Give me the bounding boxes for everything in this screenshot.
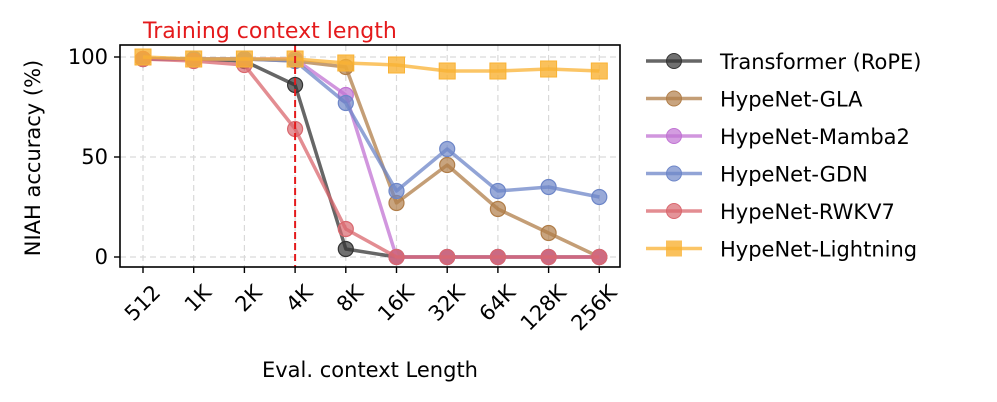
y-tick-label: 0 [95,245,108,269]
data-point [489,248,506,266]
x-tick-label: 8K [332,279,369,316]
data-point [235,50,253,68]
legend-marker [666,165,682,182]
legend: Transformer (RoPE) HypeNet-GLA HypeNet-Mam… [646,50,922,262]
x-tick-label: 2K [231,279,268,316]
data-point [337,240,354,258]
data-point [591,188,608,206]
data-point [439,140,456,158]
data-point [388,182,405,200]
y-tick-label: 100 [68,45,108,69]
data-point [388,56,405,74]
plot-frame [119,44,621,268]
plot-series [134,48,608,266]
x-axis-title: Eval. context Length [262,358,478,382]
series-hypenet-lightning [134,48,608,80]
data-point [540,248,557,266]
data-point [388,248,405,266]
x-tick-label: 512 [120,280,165,325]
legend-item: Transformer (RoPE) [646,50,922,74]
legend-marker [666,90,682,107]
series-line [143,57,601,259]
y-tick-label: 50 [81,145,108,169]
x-tick-label: 1K [180,279,217,316]
data-point [540,224,557,242]
x-tick-label: 256K [567,279,623,335]
series-hypenet-gla [134,50,608,266]
x-tick-label: 32K [424,279,470,325]
data-point [439,248,456,266]
x-tick-label: 16K [373,279,419,325]
legend-marker [666,53,682,69]
legend-label: HypeNet-RWKV7 [720,200,895,224]
legend-item: HypeNet-GLA [646,88,863,112]
data-point [489,200,506,218]
data-point [590,62,608,80]
y-axis-title: NIAH accuracy (%) [21,60,45,257]
legend-label: HypeNet-GDN [720,163,868,187]
data-point [591,248,608,266]
data-point [337,54,355,72]
legend-item: HypeNet-Lightning [646,238,917,262]
series-line [143,57,600,259]
legend-item: HypeNet-Mamba2 [646,125,910,149]
legend-item: HypeNet-RWKV7 [646,200,895,224]
x-tick-label: 64K [475,279,521,325]
data-point [337,94,354,112]
legend-marker [666,203,682,219]
legend-item: HypeNet-GDN [646,163,868,187]
data-point [540,178,557,196]
series-transformer-rope [134,50,608,266]
series-hypenet-rwkv7 [134,50,608,266]
data-point [540,60,558,78]
series-line [142,55,600,73]
x-tick-label: 4K [281,279,318,316]
data-point [337,220,354,238]
data-point [438,62,456,80]
data-point [134,48,152,66]
data-point [439,156,456,174]
legend-label: HypeNet-Mamba2 [720,125,910,149]
training-context-annotation: Training context length [142,19,397,44]
data-point [489,62,507,80]
legend-label: Transformer (RoPE) [719,50,922,74]
data-point [489,182,506,200]
legend-label: HypeNet-GLA [720,88,863,112]
series-line [143,57,600,259]
legend-label: HypeNet-Lightning [720,238,917,262]
series-hypenet-mamba2 [134,50,608,266]
legend-marker [666,128,682,144]
series-line [142,57,600,259]
data-point [185,50,203,68]
legend-marker [666,240,682,257]
x-tick-label: 128K [516,279,572,335]
y-axis-ticks: 0 50 100 [68,45,120,269]
